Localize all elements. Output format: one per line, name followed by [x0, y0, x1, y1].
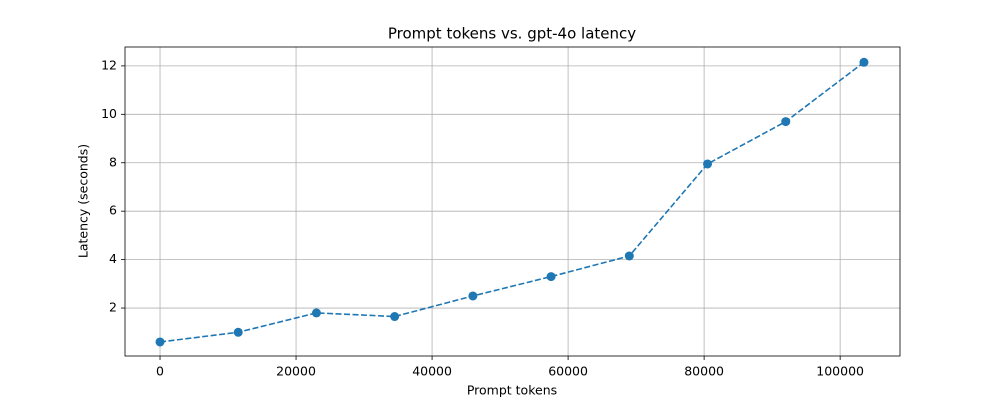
data-line	[159, 61, 865, 343]
x-tick-label: 100000	[816, 364, 864, 379]
x-tick-label: 40000	[412, 364, 452, 379]
data-point	[390, 312, 400, 322]
data-point	[468, 291, 478, 301]
data-point	[546, 272, 556, 282]
data-point	[859, 57, 869, 67]
y-tick-label: 8	[109, 154, 117, 169]
y-tick-label: 2	[109, 300, 117, 315]
x-tick-label: 60000	[548, 364, 588, 379]
x-tick-label: 20000	[276, 364, 316, 379]
x-tick-label: 80000	[684, 364, 724, 379]
y-tick-label: 12	[101, 57, 117, 72]
y-tick-label: 6	[109, 203, 117, 218]
y-tick-label: 4	[109, 251, 117, 266]
y-axis-label: Latency (seconds)	[76, 144, 91, 258]
plot-frame	[124, 46, 901, 357]
x-tick-label: 0	[156, 364, 164, 379]
data-point	[155, 337, 165, 347]
data-point	[311, 308, 321, 318]
data-point	[624, 251, 634, 261]
x-axis-label: Prompt tokens	[467, 383, 557, 398]
y-tick-label: 10	[101, 106, 117, 121]
data-point	[233, 327, 243, 337]
data-point	[781, 117, 791, 127]
data-point	[703, 159, 713, 169]
chart-title: Prompt tokens vs. gpt-4o latency	[388, 25, 636, 43]
